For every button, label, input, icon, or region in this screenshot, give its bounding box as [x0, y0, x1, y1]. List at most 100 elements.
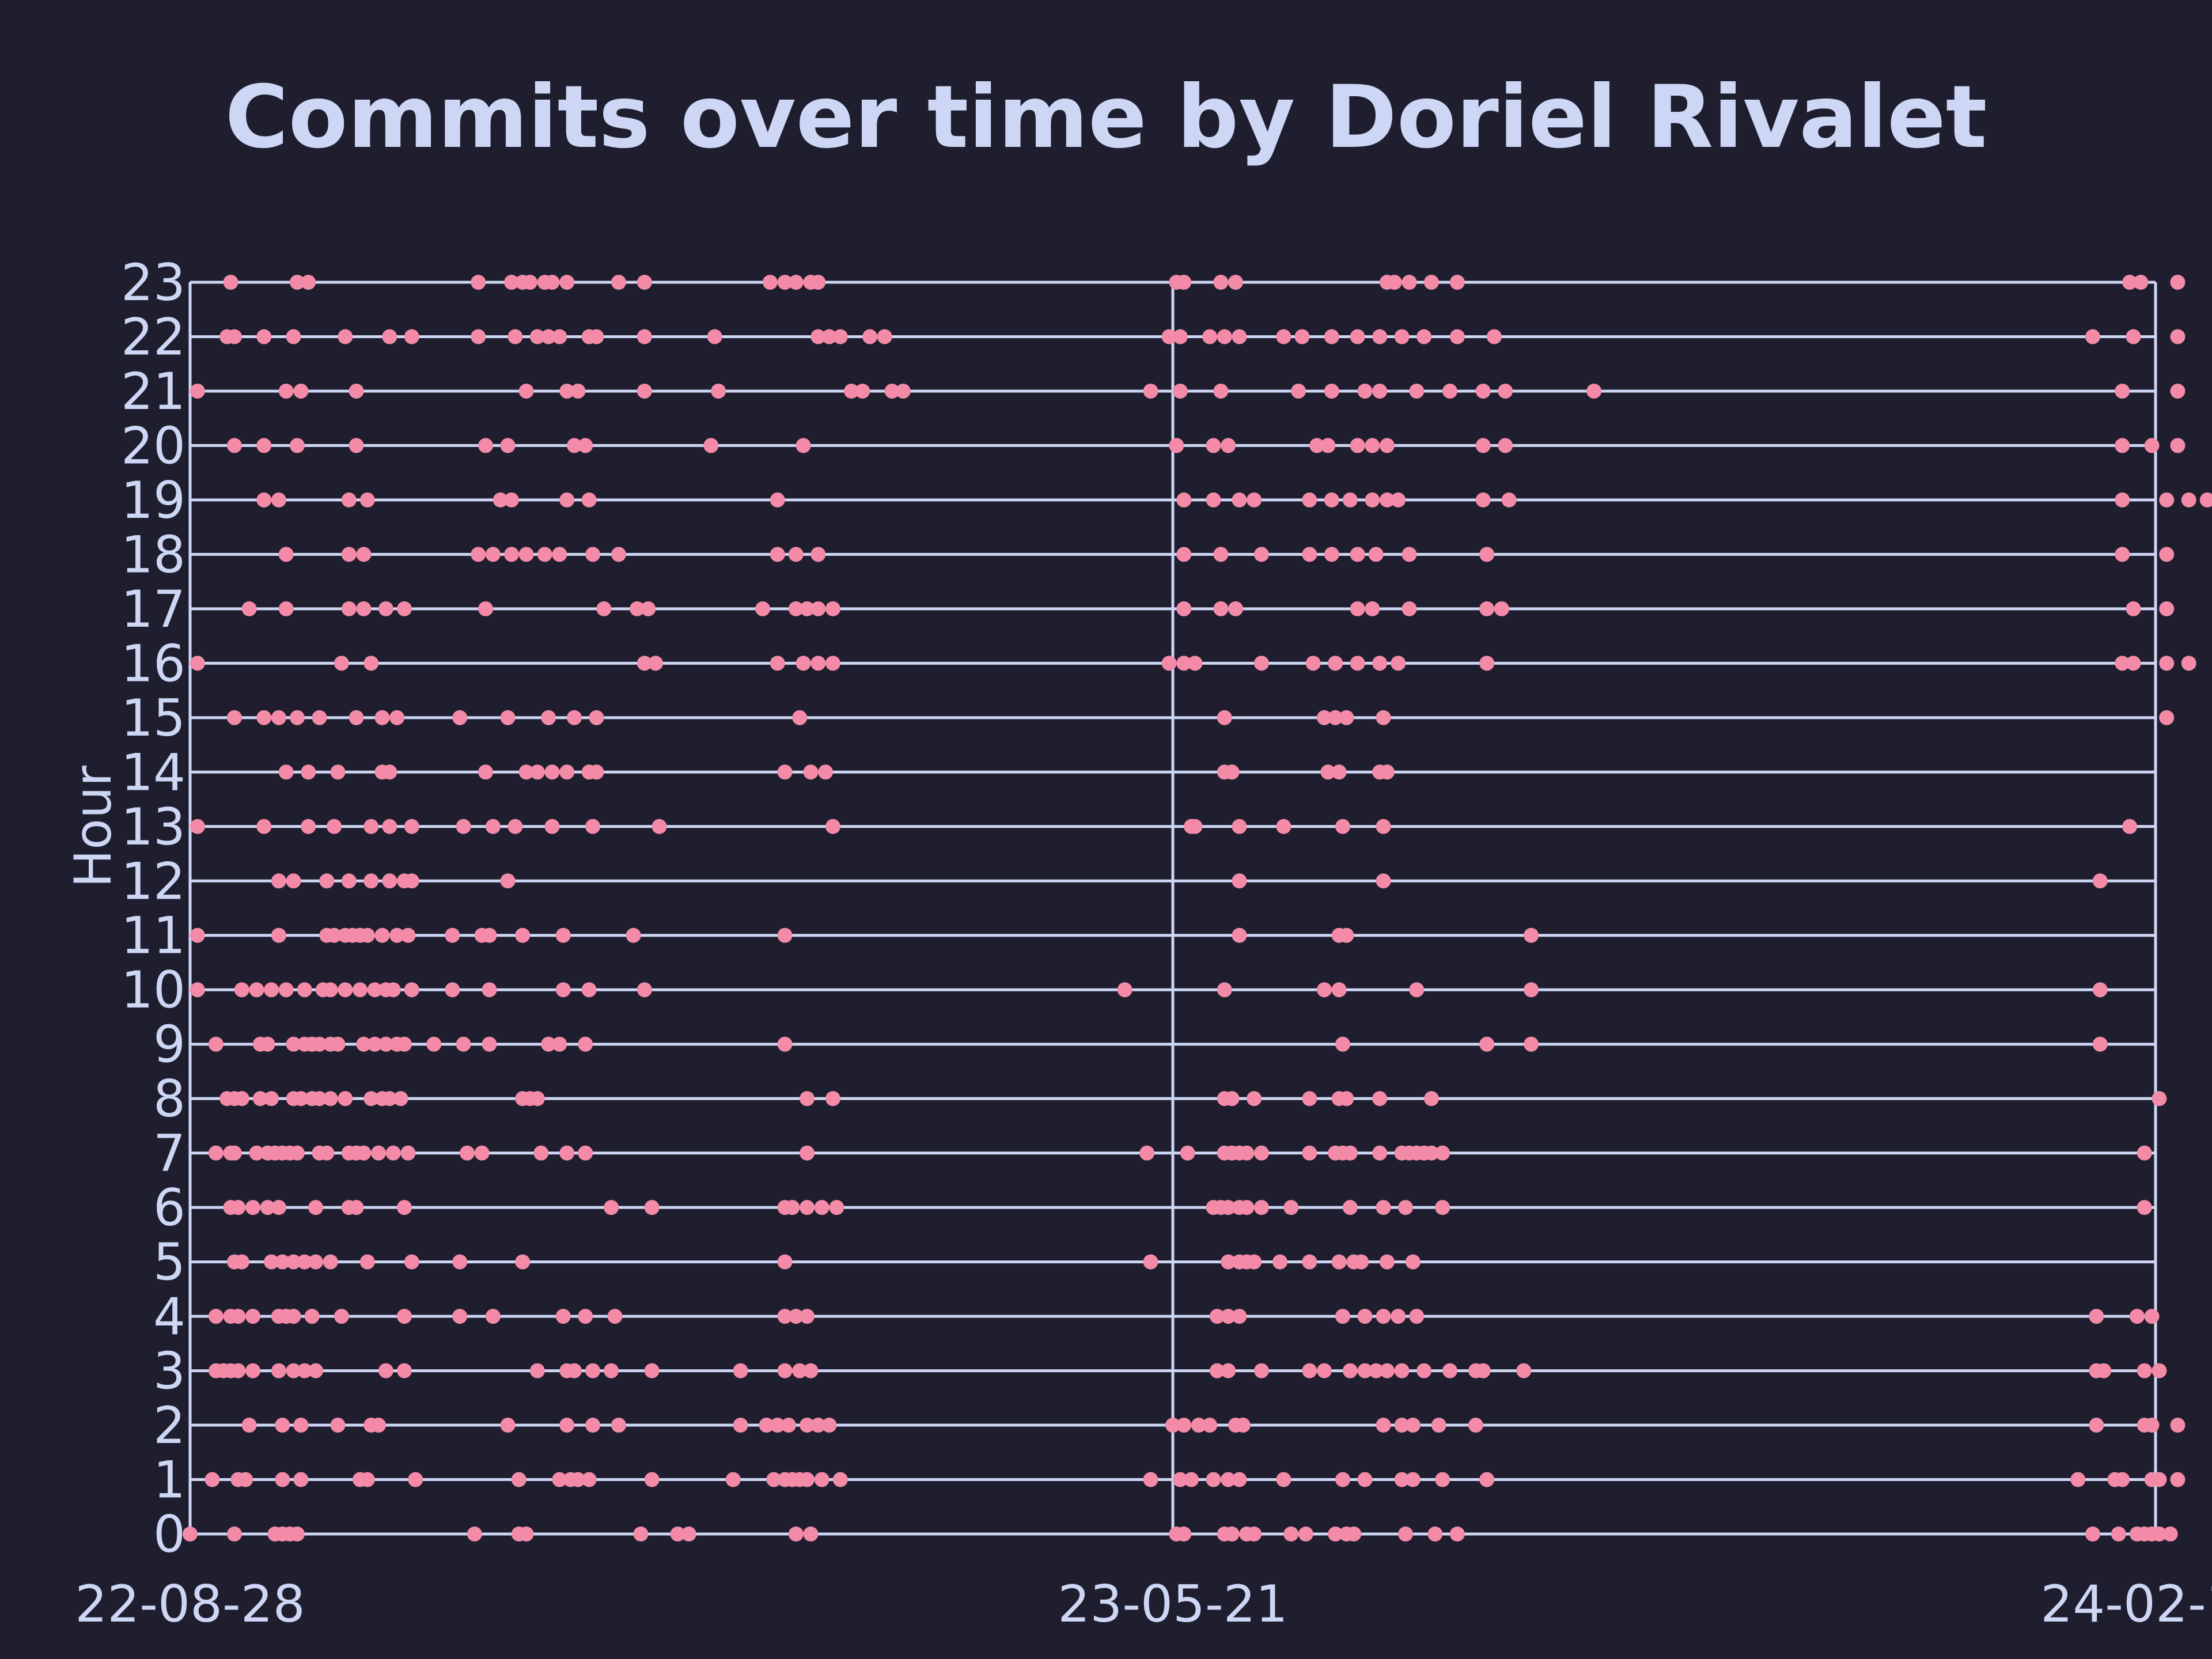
- commit-point: [286, 873, 301, 889]
- commit-point: [208, 1036, 224, 1052]
- commit-point: [349, 438, 364, 453]
- commit-point: [1172, 383, 1188, 399]
- commit-point: [2070, 1472, 2086, 1487]
- commit-point: [404, 873, 419, 889]
- commit-point: [1331, 764, 1347, 780]
- commit-point: [2137, 1145, 2152, 1161]
- commit-point: [567, 438, 582, 453]
- commit-point: [559, 383, 575, 399]
- commit-point: [500, 710, 516, 725]
- commit-point: [567, 710, 582, 725]
- y-tick-label: 1: [153, 1450, 185, 1510]
- commit-point: [341, 601, 357, 616]
- commit-point: [711, 383, 726, 399]
- commit-point: [800, 1418, 815, 1433]
- commit-point: [733, 1418, 748, 1433]
- commit-point: [1213, 601, 1229, 616]
- commit-point: [703, 438, 719, 453]
- commit-point: [733, 1363, 748, 1378]
- commit-point: [1161, 656, 1177, 671]
- commit-point: [637, 982, 652, 998]
- commit-point: [385, 1145, 401, 1161]
- commit-point: [1423, 1145, 1439, 1161]
- commit-point: [278, 982, 294, 998]
- commit-point: [327, 927, 342, 943]
- commit-point: [1176, 492, 1192, 507]
- commit-point: [1328, 656, 1343, 671]
- commit-point: [1372, 656, 1388, 671]
- commit-point: [1498, 383, 1513, 399]
- commit-point: [286, 329, 301, 344]
- commit-point: [286, 1309, 301, 1324]
- commit-point: [2085, 1527, 2100, 1541]
- commit-point: [234, 1254, 249, 1270]
- x-tick-label: 22-08-28: [75, 1574, 305, 1634]
- commit-point: [803, 1363, 819, 1378]
- commit-point: [555, 927, 571, 943]
- commit-point: [382, 873, 397, 889]
- commit-point: [1405, 1472, 1421, 1487]
- commit-point: [234, 982, 249, 998]
- commit-point: [596, 601, 612, 616]
- commit-point: [648, 656, 664, 671]
- commit-point: [482, 1036, 497, 1052]
- commit-point: [1475, 438, 1491, 453]
- commit-point: [245, 1200, 261, 1215]
- commit-point: [1253, 1145, 1269, 1161]
- commit-point: [485, 819, 501, 834]
- commit-point: [223, 275, 238, 290]
- commit-point: [234, 1091, 249, 1107]
- commit-point: [256, 819, 272, 834]
- commit-point: [249, 1145, 264, 1161]
- commit-point: [1291, 383, 1306, 399]
- commit-point: [382, 1091, 397, 1107]
- commit-point: [589, 710, 604, 725]
- commit-point: [800, 1145, 815, 1161]
- commit-point: [1350, 329, 1365, 344]
- commit-point: [821, 329, 837, 344]
- commit-point: [810, 329, 826, 344]
- y-tick-label: 15: [121, 688, 185, 748]
- commit-point: [800, 601, 815, 616]
- commit-point: [1524, 982, 1539, 998]
- commit-point: [371, 1145, 387, 1161]
- commit-point: [707, 329, 722, 344]
- commit-point: [518, 383, 534, 399]
- commit-point: [1405, 1418, 1421, 1433]
- commit-point: [1172, 329, 1188, 344]
- commit-point: [2122, 275, 2138, 290]
- commit-point: [1339, 1091, 1354, 1107]
- commit-point: [2115, 492, 2130, 507]
- commit-point: [585, 1418, 601, 1433]
- commit-point: [260, 1036, 275, 1052]
- commit-point: [338, 329, 353, 344]
- commit-point: [1320, 438, 1336, 453]
- commit-point: [1324, 492, 1339, 507]
- commit-point: [1324, 547, 1339, 562]
- y-tick-label: 7: [153, 1124, 185, 1183]
- commit-point: [349, 383, 364, 399]
- commit-point: [1272, 1254, 1287, 1270]
- commit-point: [275, 1254, 290, 1270]
- commit-point: [1475, 1363, 1491, 1378]
- commit-point: [1524, 1036, 1539, 1052]
- commit-point: [301, 275, 316, 290]
- commit-point: [2144, 1309, 2160, 1324]
- commit-point: [338, 982, 353, 998]
- commit-point: [1217, 329, 1232, 344]
- commit-point: [289, 710, 305, 725]
- commit-point: [578, 438, 593, 453]
- commit-point: [555, 1309, 571, 1324]
- commit-point: [1213, 383, 1229, 399]
- commit-point: [2152, 1363, 2167, 1378]
- commit-point: [578, 1145, 593, 1161]
- commit-point: [1294, 329, 1310, 344]
- commit-point: [2159, 656, 2175, 671]
- commit-point: [1365, 438, 1380, 453]
- commit-point: [1302, 1145, 1317, 1161]
- commit-point: [271, 492, 286, 507]
- commit-point: [1221, 1363, 1236, 1378]
- commit-point: [245, 1309, 261, 1324]
- commit-point: [478, 601, 494, 616]
- commit-point: [1475, 383, 1491, 399]
